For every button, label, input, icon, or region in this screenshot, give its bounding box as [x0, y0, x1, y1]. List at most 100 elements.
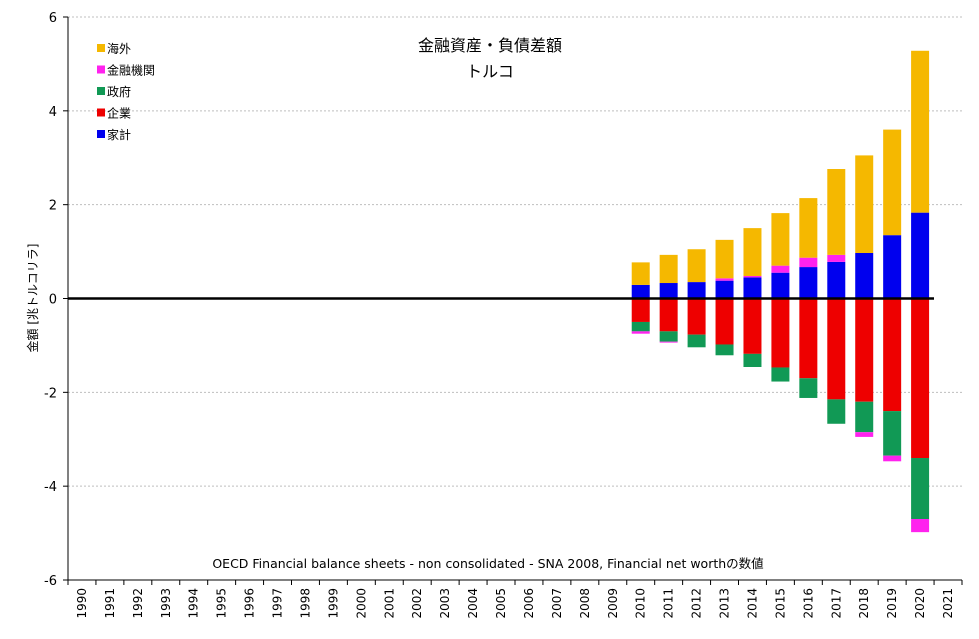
- x-tick-label: 2012: [690, 588, 704, 619]
- bar-segment: [911, 519, 929, 532]
- bar-segment: [855, 432, 873, 437]
- bar-segment: [716, 299, 734, 345]
- bar-segment: [632, 285, 650, 299]
- bar-segment: [632, 262, 650, 285]
- bar-segment: [883, 456, 901, 462]
- legend-label: 海外: [107, 41, 131, 56]
- x-tick-label: 2002: [410, 588, 424, 619]
- y-tick-label: 6: [49, 11, 57, 26]
- bar-segment: [883, 411, 901, 456]
- x-tick-label: 2004: [466, 588, 480, 619]
- bar-segment: [883, 299, 901, 412]
- x-tick-label: 2019: [885, 588, 899, 619]
- bar-segment: [855, 299, 873, 402]
- legend-swatch: [97, 109, 105, 117]
- bar-segment: [799, 198, 817, 258]
- x-tick-label: 2001: [382, 588, 396, 619]
- bar-segment: [799, 267, 817, 298]
- bar-segment: [688, 335, 706, 348]
- x-tick-label: 1991: [103, 588, 117, 619]
- chart: -6-4-20246 1990 1991 1992 1993 1994 1995 1996 1…: [0, 0, 979, 639]
- bar-segment: [911, 213, 929, 299]
- bar-segment: [911, 299, 929, 459]
- bar-segment: [855, 155, 873, 253]
- x-tick-label: 2005: [494, 588, 508, 619]
- x-tick-label: 1998: [298, 588, 312, 619]
- legend-swatch: [97, 87, 105, 95]
- bar-segment: [911, 51, 929, 213]
- x-tick-label: 2017: [829, 588, 843, 619]
- x-tick-label: 1999: [326, 588, 340, 619]
- bar-segment: [771, 367, 789, 381]
- bar-segment: [716, 344, 734, 355]
- bar-segment: [632, 322, 650, 331]
- legend-label: 企業: [107, 106, 131, 121]
- legend-swatch: [97, 66, 105, 74]
- y-tick-label: 4: [49, 105, 57, 120]
- bar-segment: [632, 299, 650, 322]
- x-tick-label: 2016: [801, 588, 815, 619]
- bar-segment: [660, 255, 678, 283]
- bar-segment: [799, 258, 817, 267]
- bar-segment: [716, 281, 734, 299]
- bar-segment: [827, 169, 845, 255]
- bar-segment: [632, 331, 650, 333]
- x-tick-label: 2006: [522, 588, 536, 619]
- y-tick-label: 0: [49, 293, 57, 308]
- bar-segment: [771, 213, 789, 266]
- bar-segment: [660, 299, 678, 332]
- x-tick-label: 1997: [271, 588, 285, 619]
- y-tick-label: -2: [44, 386, 57, 401]
- x-tick-label: 2010: [634, 588, 648, 619]
- x-tick-label: 2003: [438, 588, 452, 619]
- bar-segment: [743, 277, 761, 298]
- x-tick-label: 1993: [159, 588, 173, 619]
- y-tick-label: -6: [44, 574, 57, 589]
- bar-segment: [688, 249, 706, 282]
- x-tick-label: 2007: [550, 588, 564, 619]
- legend-swatch: [97, 44, 105, 52]
- x-tick-label: 1990: [75, 588, 89, 619]
- x-tick-label: 2008: [578, 588, 592, 619]
- bar-segment: [911, 458, 929, 519]
- legend-swatch: [97, 130, 105, 138]
- x-tick-label: 1996: [243, 588, 257, 619]
- bar-segment: [660, 331, 678, 341]
- legend-label: 家計: [107, 127, 131, 142]
- bar-segment: [855, 402, 873, 432]
- bar-segment: [660, 283, 678, 298]
- y-tick-label: 2: [49, 199, 57, 214]
- chart-subtitle: トルコ: [466, 62, 514, 81]
- legend-label: 金融機関: [107, 63, 155, 78]
- bar-segment: [827, 399, 845, 423]
- y-axis-label: 金額 [兆トルコリラ]: [25, 244, 40, 353]
- bar-segment: [799, 378, 817, 398]
- bar-segment: [771, 273, 789, 299]
- x-tick-label: 1994: [187, 588, 201, 619]
- bar-segment: [688, 282, 706, 298]
- chart-title: 金融資産・負債差額: [418, 36, 562, 55]
- source-note: OECD Financial balance sheets - non cons…: [212, 556, 763, 571]
- bar-segment: [716, 240, 734, 278]
- x-tick-label: 2000: [354, 588, 368, 619]
- bar-segment: [688, 299, 706, 335]
- x-tick-label: 1995: [215, 588, 229, 619]
- bar-segment: [855, 253, 873, 299]
- x-tick-label: 2013: [718, 588, 732, 619]
- bar-segment: [716, 278, 734, 280]
- legend-label: 政府: [107, 84, 131, 99]
- bar-segment: [743, 299, 761, 354]
- x-tick-label: 2011: [662, 588, 676, 619]
- x-tick-label: 2018: [857, 588, 871, 619]
- bar-segment: [883, 130, 901, 236]
- bar-segment: [771, 266, 789, 273]
- bar-segment: [827, 262, 845, 299]
- bar-segment: [827, 255, 845, 262]
- bar-segment: [743, 228, 761, 276]
- x-tick-label: 2015: [773, 588, 787, 619]
- bar-segment: [743, 276, 761, 277]
- x-tick-label: 2021: [941, 588, 955, 619]
- x-tick-label: 2020: [913, 588, 927, 619]
- x-tick-label: 2009: [606, 588, 620, 619]
- bar-segment: [799, 299, 817, 379]
